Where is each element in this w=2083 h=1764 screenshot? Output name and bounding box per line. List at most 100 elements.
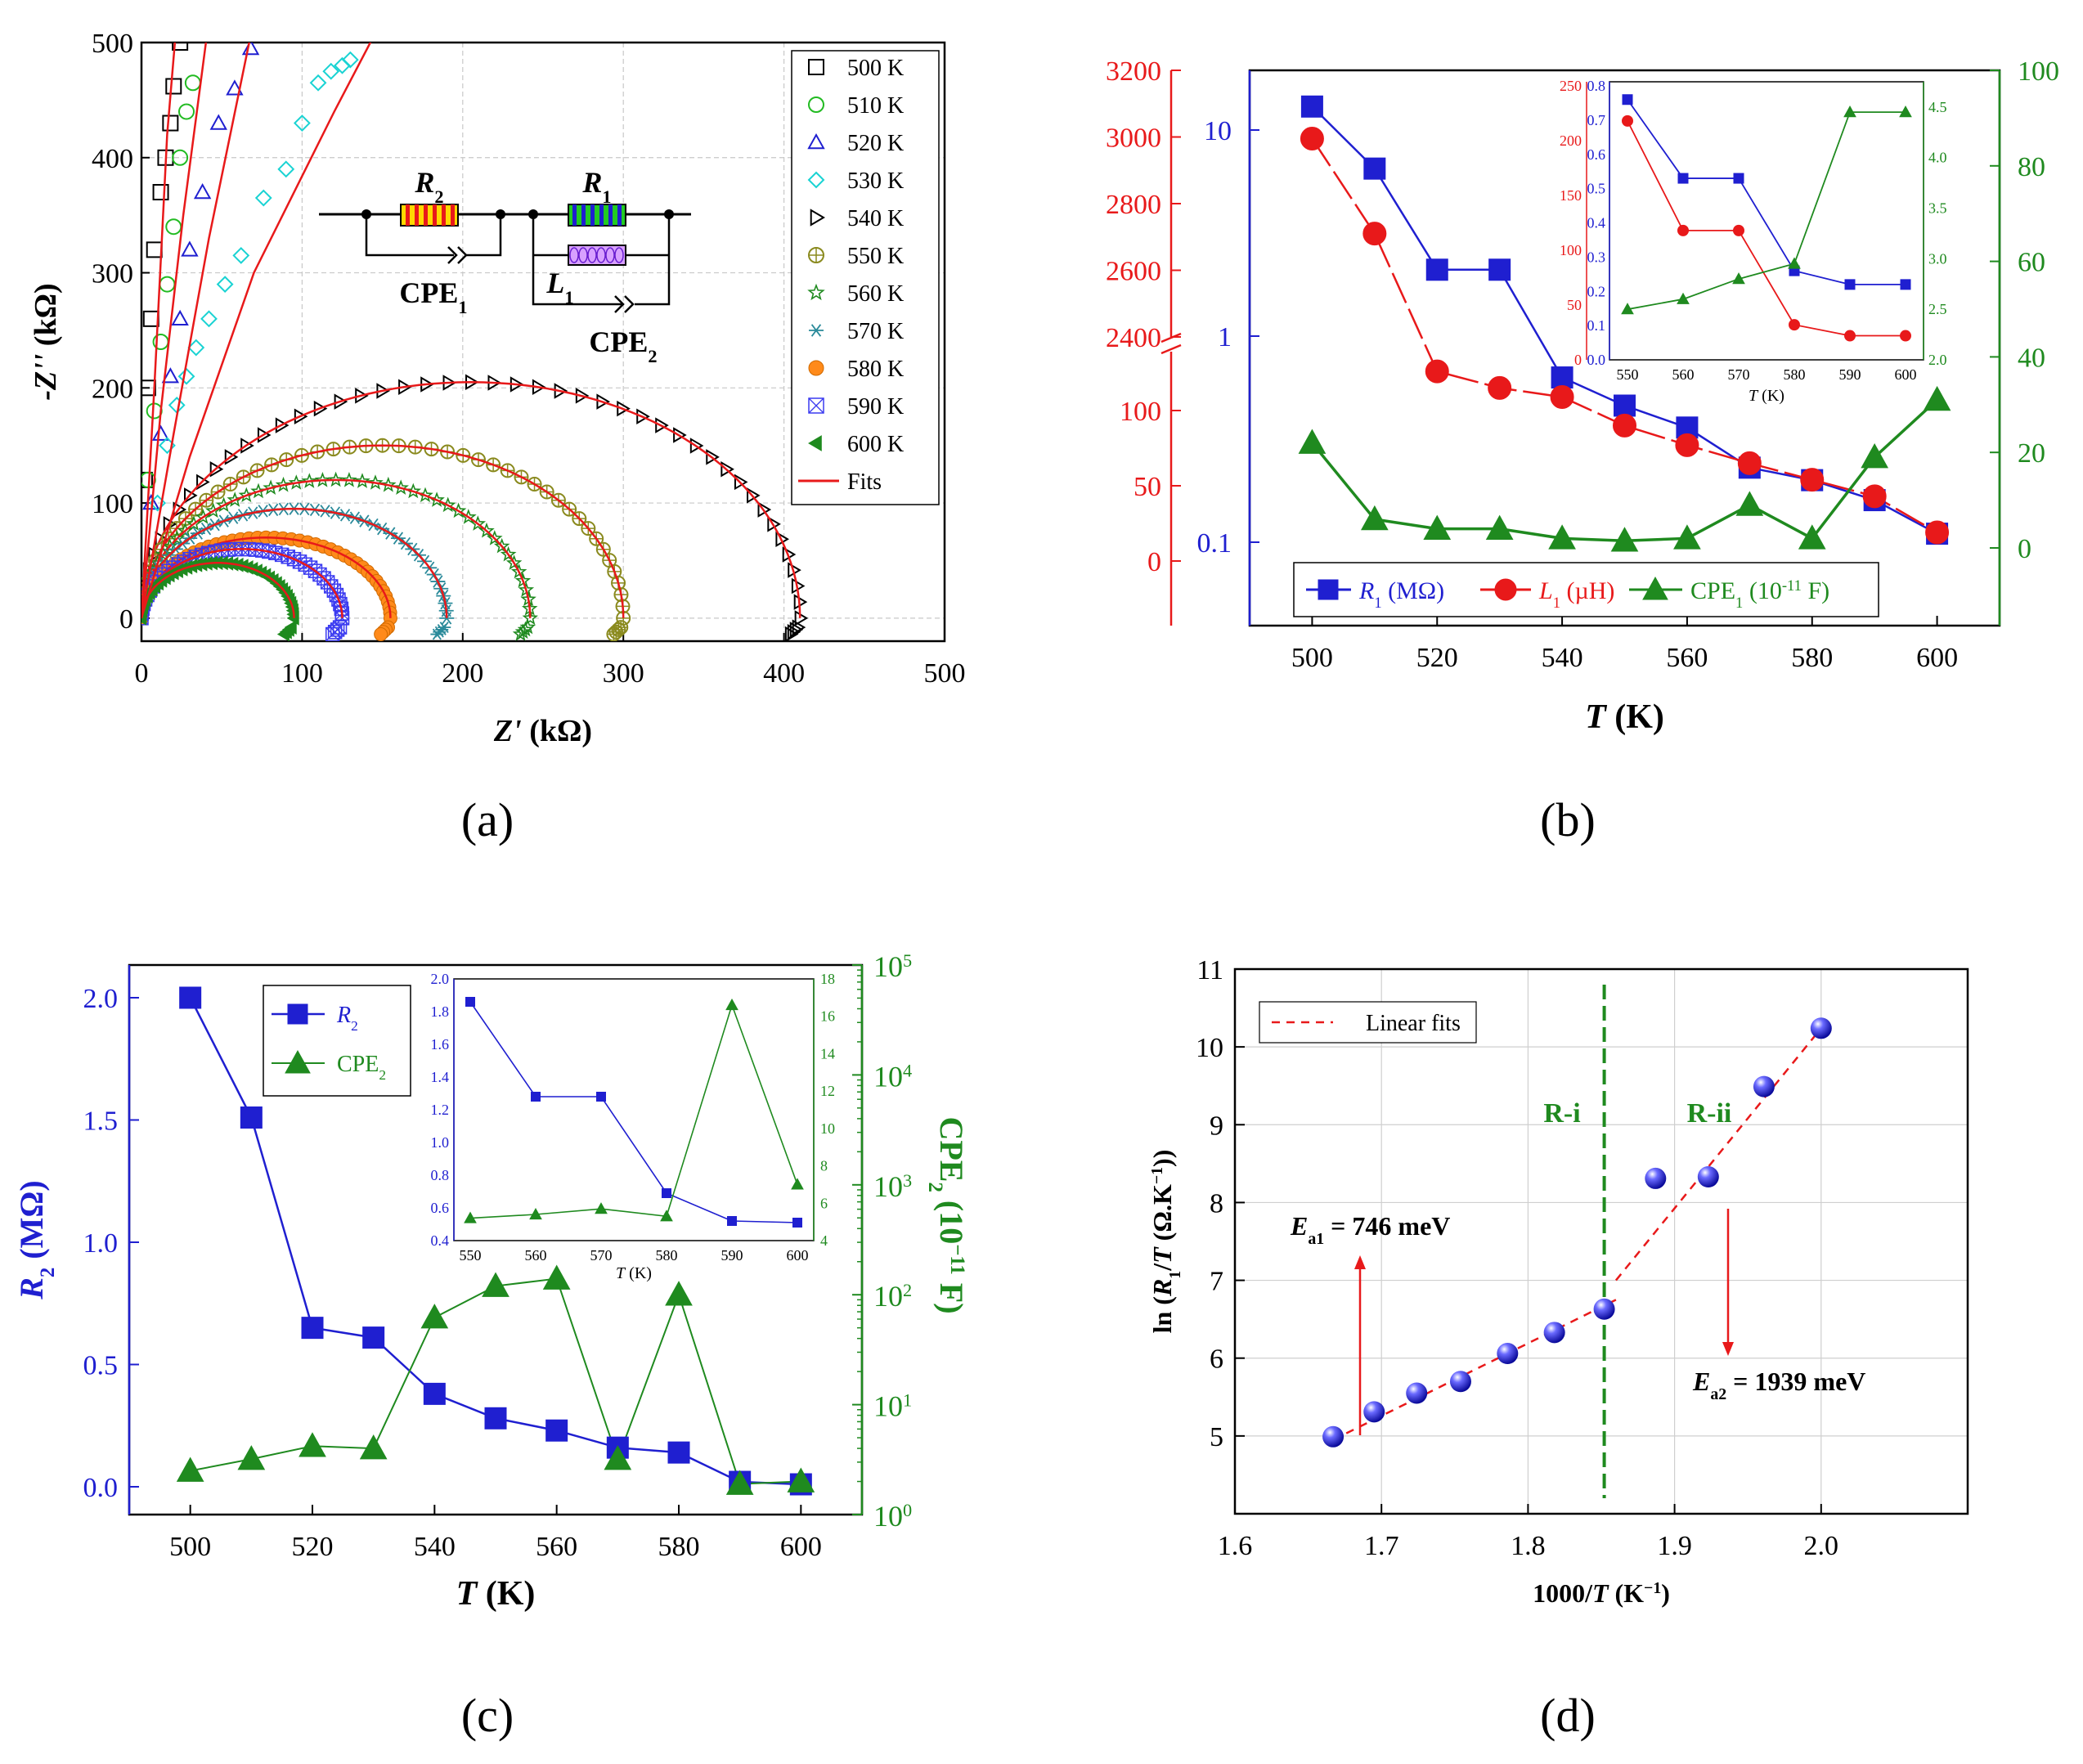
panel-d: 1.6 1.7 1.8 1.9 2.0 5 6 7 8 9 10 11 1000/T (K−1) ln (… [1147, 955, 1969, 1608]
data-point-530K [232, 247, 250, 264]
data-point-560K [275, 476, 292, 492]
fit-line [141, 43, 250, 619]
inset-red-tick-label: 200 [1560, 132, 1582, 149]
data-point-530K [254, 189, 272, 207]
region-ii-label: R-ii [1687, 1098, 1732, 1129]
circuit-label-r1: R1 [581, 166, 611, 207]
inset-blue-point [465, 997, 475, 1007]
data-point-530K [216, 276, 234, 294]
data-point-560K [493, 537, 510, 554]
resistor-stripe [617, 204, 622, 226]
y-axis-label-right: CPE2 (10−11 F) [925, 1116, 971, 1313]
inset-blue-tick-label: 1.6 [431, 1036, 450, 1053]
ea2-label: Ea2 = 1939 meV [1692, 1367, 1865, 1403]
cpe1-point [1485, 514, 1514, 540]
panel-a: 0 100 200 300 400 500 0 100 200 300 400 500 Z' (kΩ) -… [29, 29, 966, 748]
x-tick-label: 500 [1291, 643, 1333, 673]
x-axis-label: 1000/T (K−1) [1533, 1578, 1670, 1608]
data-point-540K [721, 460, 734, 478]
inductor-coil [596, 247, 606, 263]
inset-blue-point [1900, 279, 1911, 290]
inset-blue-point [1844, 279, 1856, 290]
l1-point [1737, 451, 1762, 475]
x-tick-label: 540 [1542, 643, 1583, 673]
panel-b-label: (b) [1540, 793, 1596, 846]
data-point-520K [241, 43, 260, 56]
cpe1-point [1548, 524, 1576, 550]
inset-blue-point [596, 1092, 606, 1102]
inset-x-tick-label: 570 [590, 1247, 613, 1264]
resistor-stripe [415, 204, 419, 226]
data-point-540K [734, 474, 748, 491]
inset-blue-tick-label: 0.2 [1587, 283, 1606, 299]
resistor-stripe [599, 204, 604, 226]
l1-point [1613, 413, 1636, 438]
inset-x-tick-label: 590 [1839, 366, 1861, 383]
x-tick-label: 300 [603, 658, 644, 689]
cpe2-branch [532, 214, 671, 306]
cpe2-point [725, 1470, 754, 1495]
circuit-label-l1: L1 [545, 267, 573, 307]
inset-red-tick-label: 150 [1560, 187, 1582, 204]
data-point-530K [309, 74, 327, 92]
green-tick-label: 104 [873, 1060, 912, 1093]
inset-green-tick-label: 4.5 [1928, 99, 1947, 115]
legend-label: 500 K [847, 56, 904, 81]
x-tick-label: 580 [658, 1532, 700, 1562]
data-point-540K [275, 417, 290, 433]
inset-red-point [1900, 330, 1911, 342]
inset-x-label: T (K) [616, 1264, 652, 1282]
inductor-coil [605, 247, 615, 263]
cpe2-point [482, 1272, 510, 1297]
panel-a-label: (a) [461, 793, 514, 846]
ea2-arrowhead [1722, 1342, 1734, 1356]
inset-x-label: T (K) [1749, 387, 1784, 405]
legend-label: L1 (µH) [1538, 577, 1614, 612]
cpe2-point [542, 1264, 571, 1290]
x-tick-label: 2.0 [1804, 1531, 1839, 1561]
data-point-590K [325, 626, 340, 641]
legend-label: 530 K [847, 168, 904, 194]
legend-marker [807, 171, 825, 189]
data-point-590K-box [330, 622, 345, 637]
cpe2-point [299, 1432, 326, 1457]
r2-point [179, 986, 202, 1009]
x-axis-label: T (K) [456, 1575, 536, 1613]
data-point-570K [430, 628, 444, 640]
green-tick-label: 100 [873, 1500, 912, 1533]
y-tick-label: 10 [1196, 1033, 1223, 1063]
inset-blue-tick-label: 0.7 [1587, 112, 1606, 128]
y-tick-label: 8 [1210, 1188, 1223, 1219]
data-point-540K [794, 610, 809, 626]
data-point-560K [469, 515, 487, 531]
legend-label: 600 K [847, 432, 904, 457]
fit-line [141, 444, 625, 618]
cpe2-point [604, 1445, 632, 1470]
inset-green-tick-label: 6 [820, 1195, 828, 1211]
data-point-520K [209, 114, 227, 130]
data-point-560K [500, 545, 517, 562]
y-tick-label: 400 [92, 144, 133, 174]
cpe2-point [176, 1457, 204, 1482]
inset-green-point [1788, 257, 1801, 269]
data-point-560K [327, 471, 344, 487]
x-tick-label: 1.9 [1657, 1531, 1692, 1561]
inset-green-tick-label: 12 [820, 1083, 835, 1099]
inset-green-point [529, 1207, 542, 1220]
data-point-520K [161, 367, 180, 384]
data-point-540K [757, 501, 772, 518]
inset-blue-point [727, 1216, 737, 1226]
y-tick-label: 200 [92, 374, 133, 404]
data-point-510K [165, 218, 182, 236]
inset-blue-point [792, 1218, 802, 1228]
inset-green-point [464, 1211, 477, 1223]
x-tick-label: 560 [1666, 643, 1708, 673]
data-point-550K [606, 626, 622, 641]
inset-blue-tick-label: 0.8 [431, 1167, 450, 1183]
inset-green-tick-label: 14 [820, 1045, 835, 1062]
red-tick-label: 2600 [1106, 257, 1161, 287]
data-point-530K [341, 51, 359, 69]
legend-marker [1318, 579, 1339, 600]
r2-point [362, 1326, 385, 1349]
inductor-coil [587, 247, 597, 263]
